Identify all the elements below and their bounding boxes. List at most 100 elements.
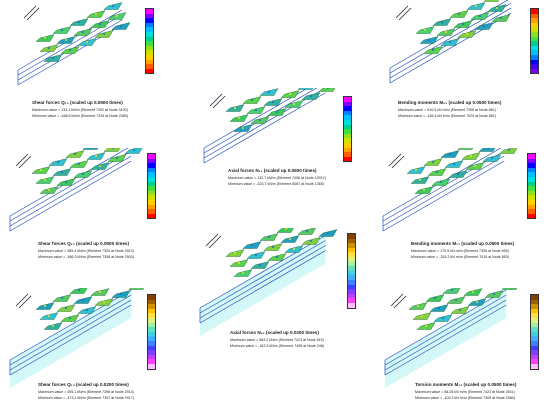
result-patch-highlight: [120, 293, 122, 295]
legend-color-step: [146, 9, 153, 14]
legend-color-step: [344, 133, 351, 139]
structure-model-view: [382, 148, 518, 232]
color-legend: [527, 153, 549, 220]
legend-color-step: [344, 119, 351, 125]
legend-color-step: [146, 68, 153, 74]
result-patch-highlight: [440, 181, 442, 183]
result-patch-highlight: [44, 179, 46, 181]
panel-title: Shear forces Q₁₃ (scaled up 0.0500 times…: [32, 100, 123, 105]
slab-edge-line: [382, 160, 505, 232]
result-patch-highlight: [442, 317, 444, 319]
legend-color-step: [531, 41, 538, 46]
back-edge-line: [205, 233, 219, 247]
result-patch-highlight: [116, 157, 118, 159]
legend-color-step: [348, 275, 355, 280]
result-patch-highlight: [48, 189, 50, 191]
result-patch-highlight: [251, 99, 253, 101]
legend-color-step: [146, 22, 153, 28]
result-patch-highlight: [472, 291, 474, 293]
slab-edge-line: [384, 299, 507, 371]
back-edge-line: [18, 155, 32, 169]
back-edge-line: [208, 235, 222, 249]
result-patch-highlight: [487, 148, 489, 149]
legend-color-step: [148, 186, 155, 191]
legend-color-step: [344, 142, 351, 148]
legend-color-step: [528, 209, 535, 214]
result-patch-highlight: [255, 254, 257, 256]
result-patch-highlight: [276, 111, 278, 113]
legend-color-step: [344, 106, 351, 111]
result-patch-highlight: [272, 101, 274, 103]
legend-color-step: [344, 152, 351, 157]
result-patch-highlight: [428, 39, 430, 41]
legend-color-step: [148, 308, 155, 314]
legend-color-bar: [527, 153, 536, 220]
legend-color-step: [531, 345, 538, 351]
legend-color-step: [531, 45, 538, 51]
color-legend: [145, 8, 167, 75]
result-patch-highlight: [434, 297, 436, 299]
legend-color-step: [531, 313, 538, 318]
max-value-label: Maximum value = 132.7 kN/m (Element 7408…: [228, 176, 326, 181]
back-edge-line: [209, 93, 223, 107]
legend-color-step: [348, 256, 355, 262]
result-patch: [297, 88, 314, 90]
color-legend: [147, 153, 169, 220]
panel-title: Bending moments M₂₂ (scaled up 0.0500 ti…: [398, 100, 502, 105]
legend-color-step: [531, 304, 538, 309]
result-patch: [478, 148, 496, 152]
legend-color-step: [348, 302, 355, 308]
result-patch-highlight: [449, 153, 451, 155]
result-patch-highlight: [259, 264, 261, 266]
result-patch-highlight: [438, 307, 440, 309]
result-patch-highlight: [99, 291, 101, 293]
legend-color-step: [531, 18, 538, 23]
legend-color-step: [148, 354, 155, 360]
legend-color-step: [148, 167, 155, 173]
slab-edge-line: [199, 250, 326, 324]
min-value-label: Minimum value = -168.6 kN/m (Element 722…: [32, 114, 128, 119]
slab-edge-line: [389, 12, 512, 84]
structure-model-view: [389, 0, 512, 84]
result-patch-highlight: [133, 149, 135, 151]
legend-color-step: [528, 186, 535, 191]
legend-color-step: [148, 345, 155, 351]
slab-edge-line: [9, 150, 132, 222]
legend-color-step: [531, 331, 538, 337]
result-patch-highlight: [238, 117, 240, 119]
structure-model-view: [199, 228, 338, 336]
min-value-label: Minimum value = -343.3 kN/m (Element 749…: [230, 344, 324, 349]
legend-color-step: [344, 115, 351, 120]
legend-color-step: [148, 350, 155, 355]
legend-color-step: [146, 41, 153, 46]
legend-color-bar: [147, 153, 156, 220]
result-patch-highlight: [61, 171, 63, 173]
legend-color-step: [528, 172, 535, 177]
legend-color-step: [146, 64, 153, 69]
result-patch-highlight: [86, 41, 88, 43]
back-edge-line: [398, 7, 412, 21]
legend-color-step: [344, 138, 351, 143]
result-patch: [276, 228, 294, 233]
slab-edge-line: [9, 304, 132, 376]
legend-color-step: [348, 270, 355, 276]
result-patch-highlight: [238, 262, 240, 264]
slab-edge-line: [384, 289, 507, 361]
legend-color-step: [531, 354, 538, 360]
legend-color-step: [146, 54, 153, 60]
result-patch-highlight: [436, 171, 438, 173]
legend-color-step: [348, 261, 355, 267]
min-value-label: Minimum value = -323.7 kN/m (Element 806…: [228, 182, 324, 187]
result-patch-highlight: [52, 325, 54, 327]
slab-edge-line: [382, 155, 505, 227]
max-value-label: Maximum value = 58.26 kN m/m (Element 74…: [415, 390, 515, 395]
min-value-label: Minimum value = -146.4 kN m/m (Element 7…: [398, 114, 496, 119]
legend-color-step: [528, 163, 535, 168]
result-patch-highlight: [441, 21, 443, 23]
result-patch-highlight: [78, 21, 80, 23]
result-patch-highlight: [462, 23, 464, 25]
max-value-label: Maximum value = 385.4 kN/m (Element 7325…: [38, 249, 134, 254]
legend-color-step: [148, 195, 155, 200]
legend-color-step: [528, 181, 535, 187]
slab-edge-line: [9, 155, 132, 227]
